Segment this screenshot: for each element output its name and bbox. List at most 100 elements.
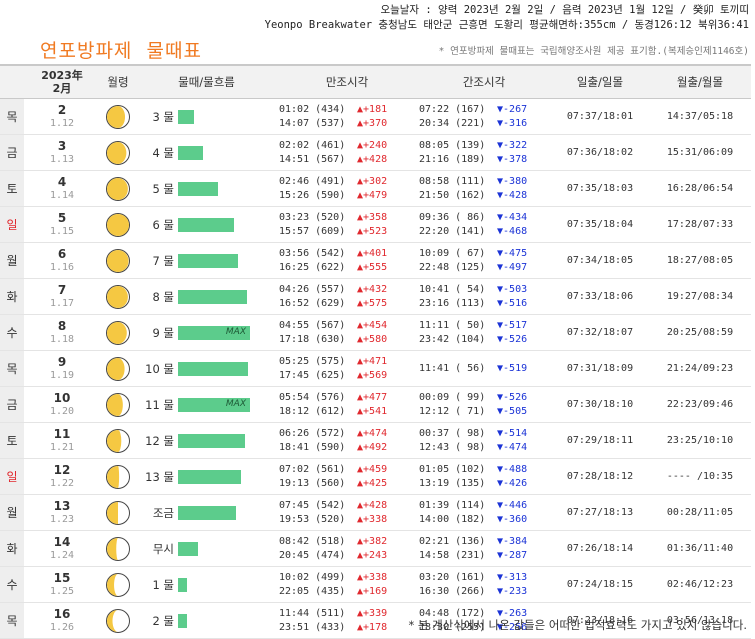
flow-bar	[178, 541, 199, 556]
moon-phase-icon	[106, 320, 130, 345]
low-time: 12:12 ( 71)	[419, 405, 486, 417]
flow-bar	[178, 109, 194, 124]
high-change-value: +492	[363, 441, 388, 453]
lunar-date: 1.17	[49, 297, 75, 309]
low-change-value: -380	[503, 175, 528, 187]
flow-bar-track	[178, 577, 250, 592]
low-tide-cell: 00:37 ( 98) ▼-514 12:43 ( 98) ▼-474	[417, 422, 551, 459]
date-cell: 13 1.23	[24, 494, 100, 531]
high-line: 18:41 (590) ▲+492	[279, 441, 417, 455]
low-change-value: -514	[503, 427, 528, 439]
low-line: 04:48 (172) ▼-263	[419, 607, 551, 621]
moonrise-moonset: 14:37/05:18	[649, 98, 751, 135]
tide-cell: 7 물	[136, 242, 277, 279]
lunar-date: 1.13	[49, 153, 75, 165]
low-line: 22:48 (125) ▼-497	[419, 261, 551, 275]
sunrise-sunset: 07:36/18:02	[551, 134, 649, 171]
low-tide-cell: 07:22 (167) ▼-267 20:34 (221) ▼-316	[417, 98, 551, 135]
high-change: ▲+338	[357, 513, 388, 525]
moon-phase-icon	[106, 428, 130, 453]
day-of-week: 월	[0, 242, 24, 279]
moon-phase-cell	[100, 494, 136, 531]
moon-lit-area	[107, 321, 127, 344]
low-line: 16:30 (266) ▼-233	[419, 585, 551, 599]
date-cell: 2 1.12	[24, 98, 100, 135]
flow-bar	[178, 325, 250, 340]
flow-bar-track: MAX	[178, 397, 250, 412]
moonrise-moonset: 19:27/08:34	[649, 278, 751, 315]
tide-name: 1 물	[152, 577, 174, 592]
low-change-value: -322	[503, 139, 528, 151]
table-row: 월 6 1.16 7 물 03:56 (542) ▲+401 16:25 (622) ▲+55…	[0, 242, 751, 279]
high-line: 15:26 (590) ▲+479	[279, 189, 417, 203]
tide-cell: 8 물	[136, 278, 277, 315]
sunrise-sunset: 07:37/18:01	[551, 98, 649, 135]
moonrise-moonset: 18:27/08:05	[649, 242, 751, 279]
high-tide-cell: 11:44 (511) ▲+339 23:51 (433) ▲+178	[277, 602, 417, 639]
solar-date: 4	[57, 174, 67, 189]
table-row: 월 13 1.23 조금 07:45 (542) ▲+428 19:53 (520) ▲+33…	[0, 494, 751, 531]
high-line: 07:45 (542) ▲+428	[279, 499, 417, 513]
low-time: 21:16 (189)	[419, 153, 486, 165]
solar-date: 11	[53, 426, 71, 441]
high-line: 16:25 (622) ▲+555	[279, 261, 417, 275]
high-line: 03:56 (542) ▲+401	[279, 247, 417, 261]
sunrise-sunset: 07:24/18:15	[551, 566, 649, 603]
high-time: 06:26 (572)	[279, 427, 346, 439]
high-change-value: +459	[363, 463, 388, 475]
tide-name: 5 물	[152, 181, 174, 196]
high-time: 22:05 (435)	[279, 585, 346, 597]
low-change-value: -233	[503, 585, 528, 597]
high-change: ▲+523	[357, 225, 388, 237]
low-change: ▼-434	[497, 211, 528, 223]
high-time: 10:02 (499)	[279, 571, 346, 583]
low-time: 14:00 (182)	[419, 513, 486, 525]
low-change: ▼-505	[497, 405, 528, 417]
moon-lit-area	[107, 213, 129, 236]
low-change: ▼-263	[497, 607, 528, 619]
sunrise-sunset: 07:33/18:06	[551, 278, 649, 315]
low-time: 18:30 (255)	[419, 621, 486, 633]
low-tide-cell: 08:05 (139) ▼-322 21:16 (189) ▼-378	[417, 134, 551, 171]
high-time: 23:51 (433)	[279, 621, 346, 633]
low-line: 14:00 (182) ▼-360	[419, 513, 551, 527]
low-tide-cell: 02:21 (136) ▼-384 14:58 (231) ▼-287	[417, 530, 551, 567]
today-date: 오늘날자 : 양력 2023년 2월 2일 / 음력 2023년 1월 12일 …	[380, 4, 749, 16]
day-of-week: 목	[0, 602, 24, 639]
flow-bar	[178, 361, 248, 376]
solar-date: 16	[53, 606, 71, 621]
high-time: 04:26 (557)	[279, 283, 346, 295]
high-time: 08:42 (518)	[279, 535, 346, 547]
moon-phase-cell	[100, 98, 136, 135]
high-time: 15:26 (590)	[279, 189, 346, 201]
source-note: * 연포방파제 물때표는 국립해양조사원 제공 표기함.(복제승인제1146호)	[438, 46, 749, 57]
high-time: 15:57 (609)	[279, 225, 346, 237]
tide-name: 3 물	[152, 109, 174, 124]
low-time: 04:48 (172)	[419, 607, 486, 619]
table-row: 화 7 1.17 8 물 04:26 (557) ▲+432 16:52 (629) ▲+57…	[0, 278, 751, 315]
lunar-date: 1.18	[49, 333, 75, 345]
low-time: 08:05 (139)	[419, 139, 486, 151]
high-tide-cell: 03:56 (542) ▲+401 16:25 (622) ▲+555	[277, 242, 417, 279]
low-tide-cell: 11:11 ( 50) ▼-517 23:42 (104) ▼-526	[417, 314, 551, 351]
high-line: 23:51 (433) ▲+178	[279, 621, 417, 635]
tide-cell: 2 물	[136, 602, 277, 639]
solar-date: 12	[53, 462, 71, 477]
low-change-value: -263	[503, 607, 528, 619]
tide-name: 8 물	[152, 289, 174, 304]
low-time: 00:37 ( 98)	[419, 427, 486, 439]
header-date: 2023年 2月	[24, 64, 100, 99]
high-change-value: +339	[363, 607, 388, 619]
sunrise-sunset: 07:35/18:03	[551, 170, 649, 207]
tide-cell: 4 물	[136, 134, 277, 171]
moonrise-moonset: 23:25/10:10	[649, 422, 751, 459]
tide-table: 2023年 2月 월령 물때/물흐름 만조시각 간조시각 일출/일몰 월출/월몰…	[0, 64, 751, 639]
station-info: Yeonpo Breakwater 충청남도 태안군 근흥면 도황리 평균해면하…	[264, 19, 749, 31]
low-change: ▼-526	[497, 333, 528, 345]
low-time: 11:41 ( 56)	[419, 362, 486, 374]
high-time: 18:41 (590)	[279, 441, 346, 453]
high-line: 03:23 (520) ▲+358	[279, 211, 417, 225]
low-change-value: -503	[503, 283, 528, 295]
table-row: 수 8 1.18 9 물 MAX 04:55 (567) ▲+454 17:18 (630) ▲…	[0, 314, 751, 351]
lunar-date: 1.25	[49, 585, 75, 597]
